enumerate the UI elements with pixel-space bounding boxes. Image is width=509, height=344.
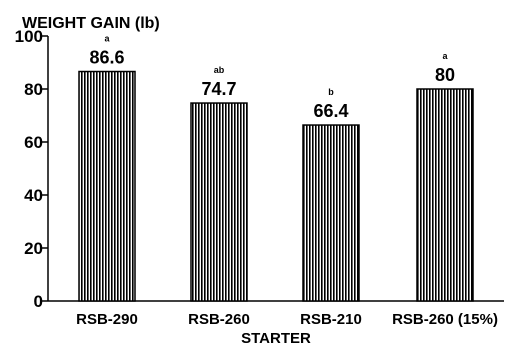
chart-title: WEIGHT GAIN (lb) — [22, 15, 160, 32]
bar-rsb-290 — [78, 70, 136, 302]
y-tick-label: 0 — [34, 292, 43, 311]
y-ticks: 0 20 40 60 80 100 — [15, 27, 48, 311]
significance-letter: a — [442, 51, 448, 61]
data-label: 66.4 — [313, 101, 348, 121]
bars — [78, 70, 474, 302]
y-tick-label: 60 — [24, 133, 43, 152]
bar-rsb-210 — [302, 124, 360, 302]
significance-letter: ab — [214, 65, 225, 75]
x-ticks: RSB-290 RSB-260 RSB-210 RSB-260 (15%) — [76, 311, 498, 328]
y-tick-label: 40 — [24, 186, 43, 205]
x-tick-label: RSB-260 — [188, 311, 250, 328]
bar-labels: a 86.6 ab 74.7 b 66.4 a 80 — [89, 34, 455, 122]
bar-rsb-260-15 — [416, 88, 474, 302]
data-label: 74.7 — [201, 79, 236, 99]
data-label: 86.6 — [89, 48, 124, 68]
y-tick-label: 80 — [24, 80, 43, 99]
y-tick-label: 100 — [15, 27, 43, 46]
significance-letter: b — [328, 87, 334, 97]
data-label: 80 — [435, 65, 455, 85]
x-tick-label: RSB-290 — [76, 311, 138, 328]
x-axis-label: STARTER — [241, 330, 311, 344]
significance-letter: a — [104, 34, 110, 44]
y-tick-label: 20 — [24, 239, 43, 258]
x-tick-label: RSB-260 (15%) — [392, 311, 498, 328]
x-tick-label: RSB-210 — [300, 311, 362, 328]
bar-rsb-260 — [190, 102, 248, 302]
